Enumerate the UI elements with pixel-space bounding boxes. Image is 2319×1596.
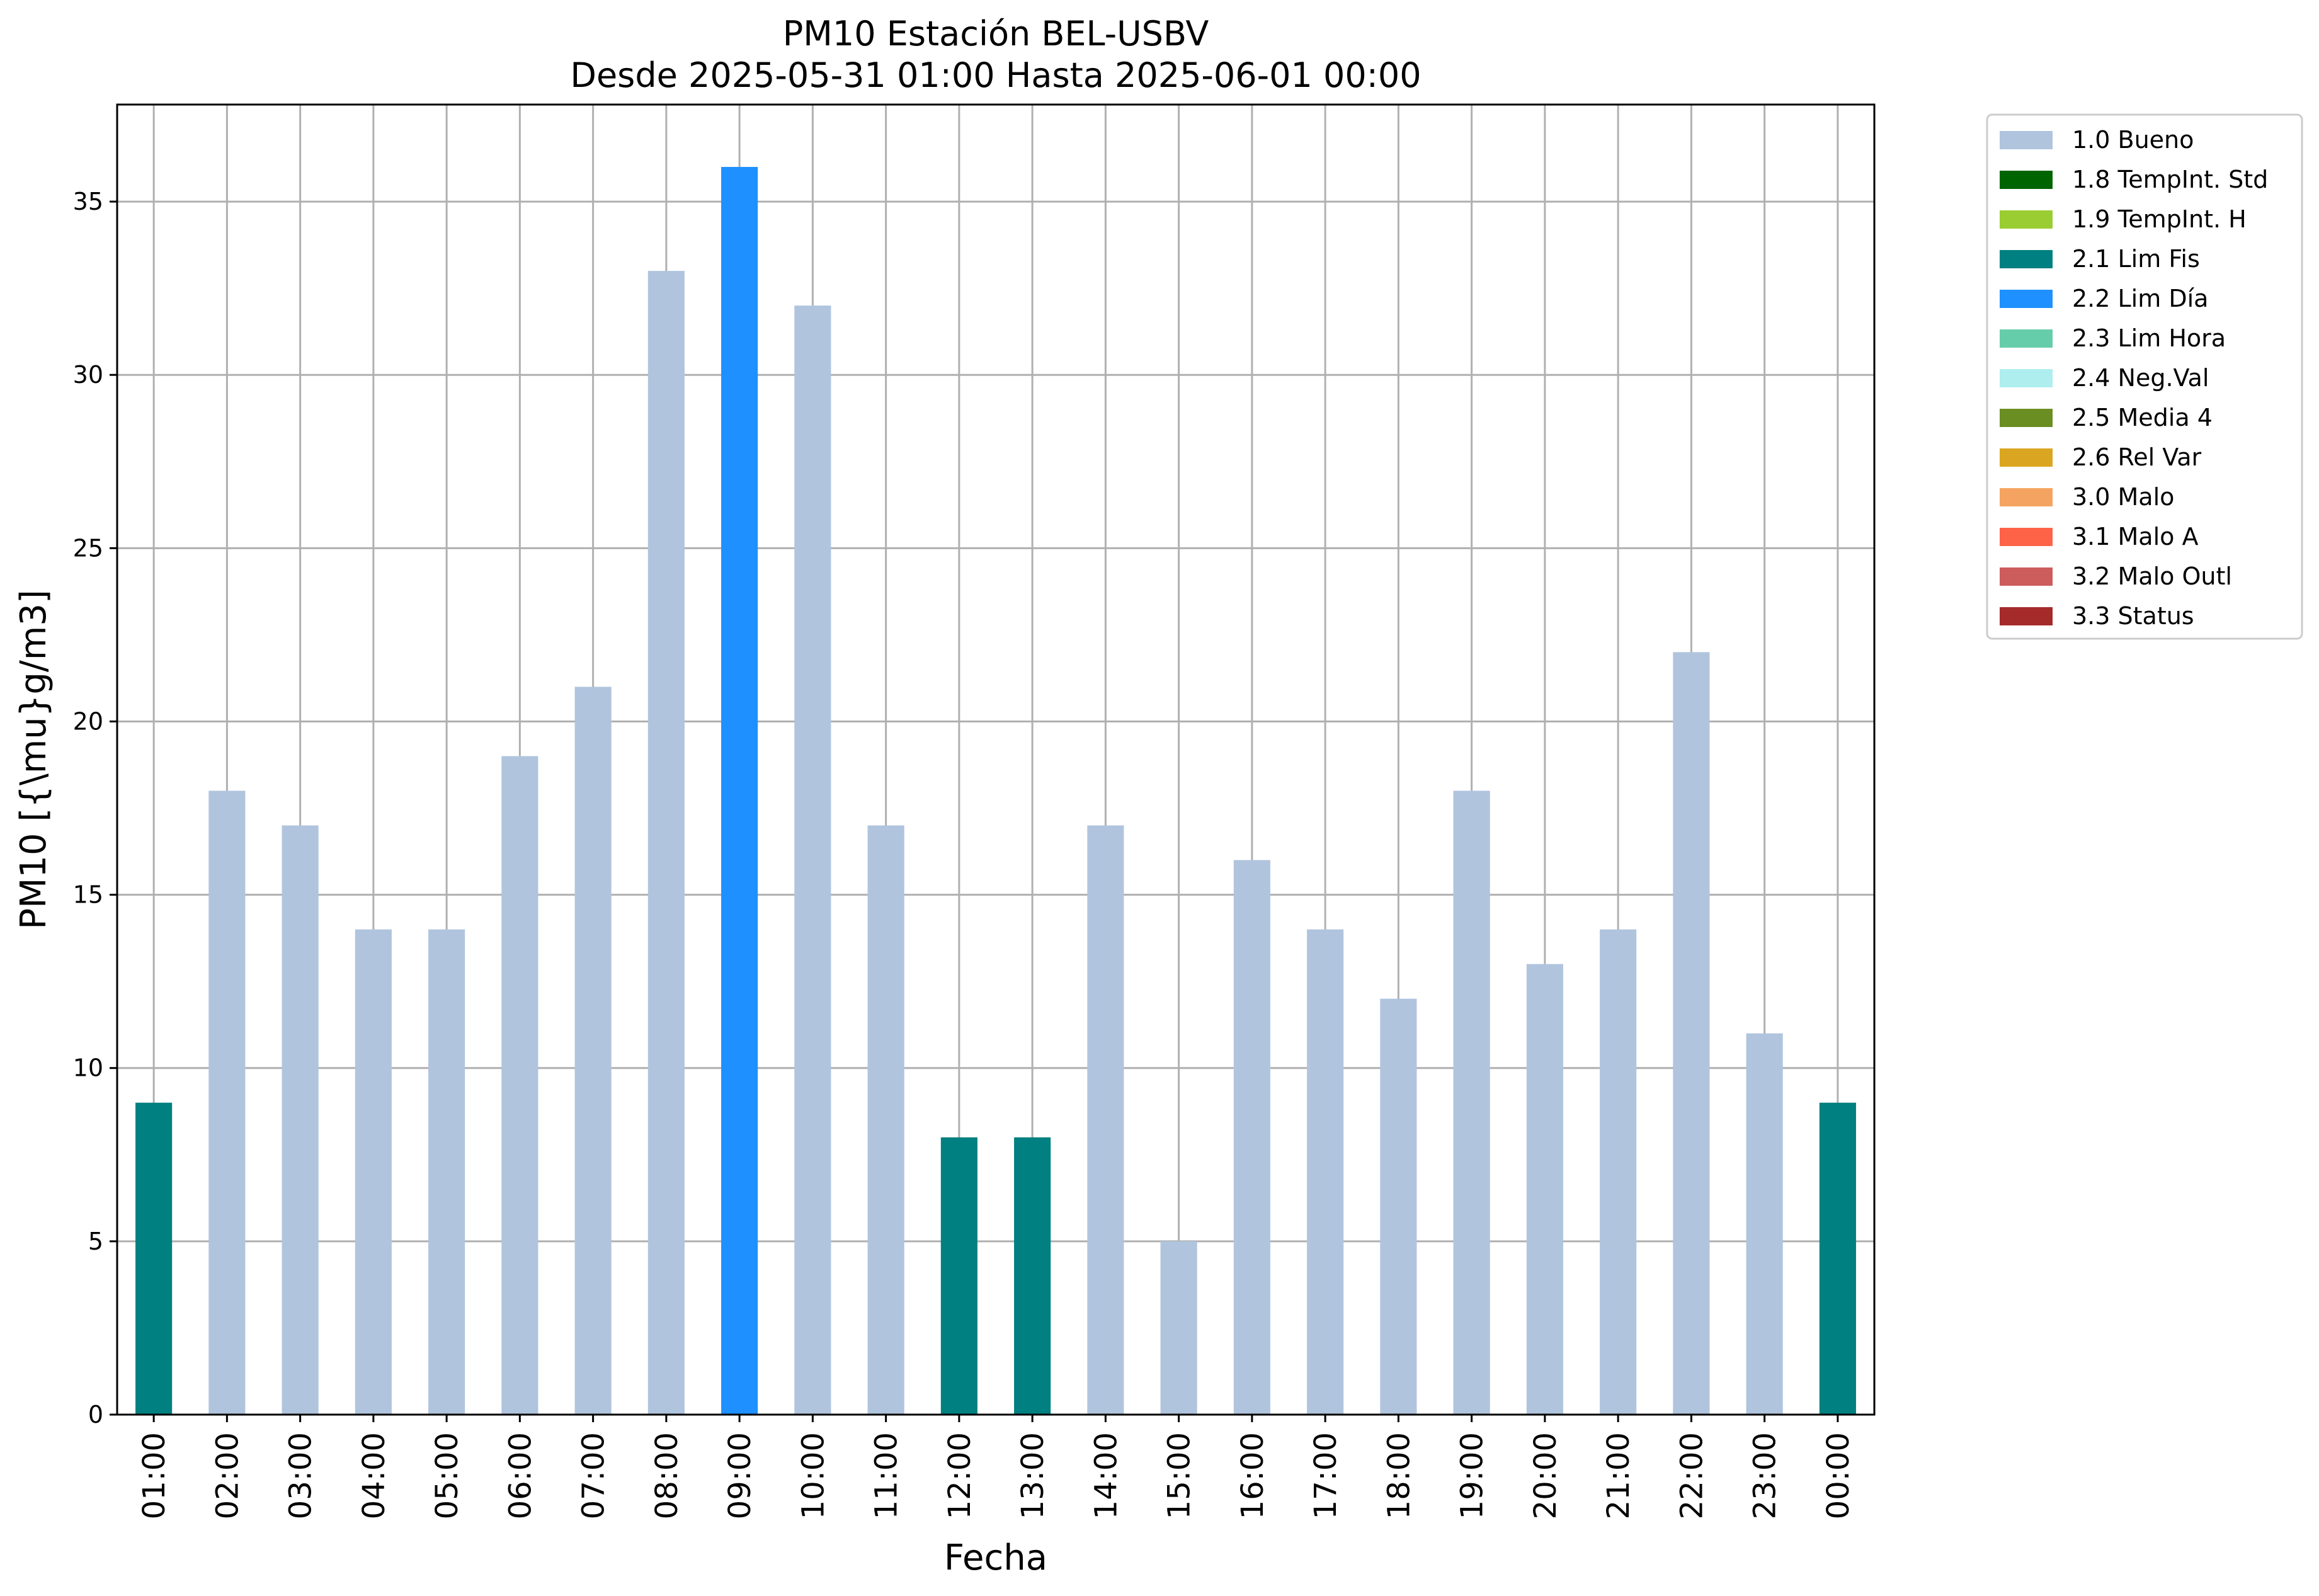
bar-1500 xyxy=(1160,1241,1197,1415)
x-tick-label: 11:00 xyxy=(869,1432,904,1519)
legend-label: 3.0 Malo xyxy=(2072,483,2174,511)
chart-title: PM10 Estación BEL-USBV xyxy=(783,14,1209,54)
legend-label: 1.9 TempInt. H xyxy=(2072,205,2247,233)
x-tick-label: 00:00 xyxy=(1821,1432,1856,1519)
legend-swatch xyxy=(2000,171,2053,189)
x-tick-label: 03:00 xyxy=(283,1432,319,1519)
x-tick-label: 15:00 xyxy=(1162,1432,1197,1519)
chart-subtitle: Desde 2025-05-31 01:00 Hasta 2025-06-01 … xyxy=(570,55,1421,95)
x-tick-label: 01:00 xyxy=(137,1432,172,1519)
bar-1600 xyxy=(1233,860,1270,1415)
bar-1700 xyxy=(1307,929,1344,1415)
y-tick-label: 30 xyxy=(73,361,103,389)
y-tick-label: 10 xyxy=(73,1054,103,1082)
legend-label: 1.0 Bueno xyxy=(2072,126,2194,154)
legend-swatch xyxy=(2000,448,2053,467)
bar-0900 xyxy=(721,167,758,1415)
y-axis-label: PM10 [{\mu}g/m3] xyxy=(13,590,54,930)
bar-1800 xyxy=(1380,998,1417,1415)
legend-label: 2.4 Neg.Val xyxy=(2072,364,2209,392)
legend-swatch xyxy=(2000,131,2053,149)
y-tick-label: 20 xyxy=(73,707,103,735)
bar-1400 xyxy=(1087,825,1124,1415)
x-axis-ticks: 01:00 02:00 03:00 04:00 05:00 06:00 07:00 08:00… xyxy=(137,1415,1856,1519)
bar-1900 xyxy=(1453,790,1490,1415)
legend-swatch xyxy=(2000,607,2053,625)
x-tick-label: 19:00 xyxy=(1455,1432,1490,1519)
bar-0600 xyxy=(501,756,538,1415)
legend-swatch xyxy=(2000,290,2053,308)
y-tick-label: 15 xyxy=(73,881,103,909)
legend-label: 2.3 Lim Hora xyxy=(2072,324,2226,352)
x-tick-label: 06:00 xyxy=(503,1432,538,1519)
legend-swatch xyxy=(2000,528,2053,546)
legend-label: 2.5 Media 4 xyxy=(2072,404,2213,431)
y-tick-label: 25 xyxy=(73,534,103,562)
legend-swatch xyxy=(2000,488,2053,506)
plot-frame xyxy=(116,103,1876,1416)
bars-group xyxy=(135,167,1856,1415)
bar-0700 xyxy=(574,687,612,1415)
x-tick-label: 14:00 xyxy=(1088,1432,1124,1519)
x-tick-label: 09:00 xyxy=(722,1432,758,1519)
x-tick-label: 08:00 xyxy=(649,1432,685,1519)
x-tick-label: 20:00 xyxy=(1528,1432,1563,1519)
bar-2300 xyxy=(1746,1033,1783,1415)
y-tick-label: 5 xyxy=(88,1228,103,1255)
x-tick-label: 23:00 xyxy=(1748,1432,1783,1519)
bar-1000 xyxy=(794,305,831,1415)
legend: 1.0 Bueno 1.8 TempInt. Std 1.9 TempInt. H 2… xyxy=(1986,113,2303,640)
legend-box xyxy=(1986,113,2303,640)
x-tick-label: 02:00 xyxy=(210,1432,245,1519)
legend-swatch xyxy=(2000,409,2053,427)
legend-swatch xyxy=(2000,250,2053,268)
legend-swatch xyxy=(2000,210,2053,229)
bar-0300 xyxy=(282,825,319,1415)
bar-1100 xyxy=(867,825,904,1415)
x-tick-label: 21:00 xyxy=(1601,1432,1636,1519)
legend-label: 2.6 Rel Var xyxy=(2072,443,2202,471)
bar-0100 xyxy=(135,1102,173,1415)
x-tick-label: 18:00 xyxy=(1381,1432,1416,1519)
y-axis-ticks: 0 5 10 15 20 25 30 35 xyxy=(73,188,117,1428)
x-tick-label: 12:00 xyxy=(942,1432,977,1519)
y-tick-label: 0 xyxy=(88,1401,103,1428)
x-tick-label: 05:00 xyxy=(430,1432,465,1519)
legend-label: 2.1 Lim Fis xyxy=(2072,245,2200,273)
legend-swatch xyxy=(2000,567,2053,586)
legend-label: 3.2 Malo Outl xyxy=(2072,562,2232,590)
legend-label: 1.8 TempInt. Std xyxy=(2072,166,2268,193)
x-tick-label: 10:00 xyxy=(795,1432,831,1519)
bar-2000 xyxy=(1526,964,1563,1415)
bar-2200 xyxy=(1673,652,1710,1415)
bar-1200 xyxy=(940,1137,977,1415)
x-tick-label: 13:00 xyxy=(1015,1432,1051,1519)
bar-0500 xyxy=(428,929,465,1415)
bar-0400 xyxy=(355,929,392,1415)
legend-label: 3.1 Malo A xyxy=(2072,523,2198,550)
x-tick-label: 04:00 xyxy=(356,1432,392,1519)
x-tick-label: 17:00 xyxy=(1308,1432,1343,1519)
legend-swatch xyxy=(2000,329,2053,348)
bar-0000 xyxy=(1819,1102,1856,1415)
bar-0200 xyxy=(208,790,246,1415)
y-tick-label: 35 xyxy=(73,188,103,215)
legend-swatch xyxy=(2000,369,2053,387)
x-axis-label: Fecha xyxy=(944,1537,1047,1578)
legend-label: 3.3 Status xyxy=(2072,602,2194,630)
bar-1300 xyxy=(1014,1137,1051,1415)
bar-0800 xyxy=(647,271,685,1415)
bar-2100 xyxy=(1600,929,1637,1415)
legend-label: 2.2 Lim Día xyxy=(2072,285,2208,312)
x-tick-label: 07:00 xyxy=(576,1432,612,1519)
x-tick-label: 22:00 xyxy=(1674,1432,1709,1519)
x-tick-label: 16:00 xyxy=(1235,1432,1270,1519)
